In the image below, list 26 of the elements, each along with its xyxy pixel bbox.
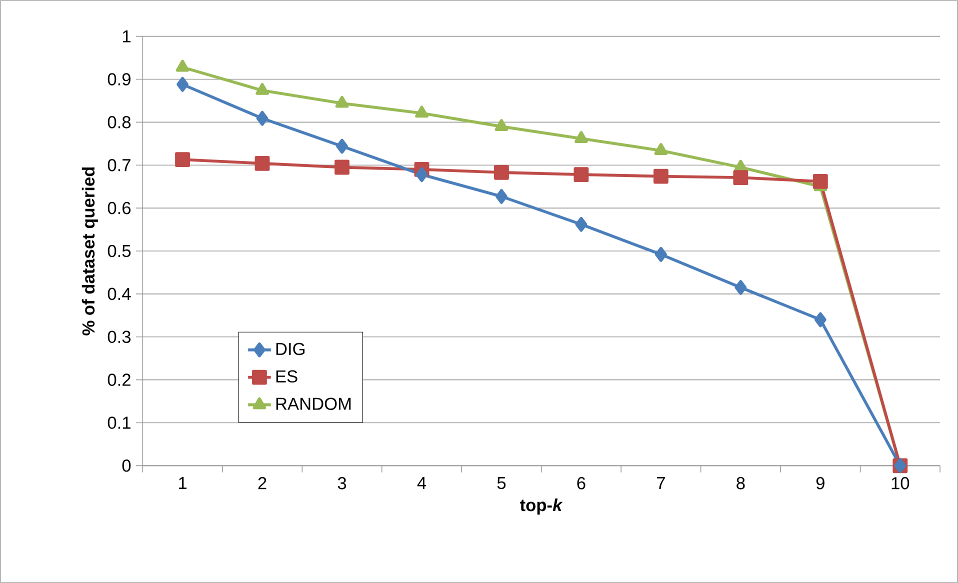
x-tick-label: 3 — [338, 477, 346, 490]
legend-label: RANDOM — [276, 398, 351, 410]
y-tick-label: 0.4 — [108, 288, 131, 300]
x-tick-label: 10 — [892, 477, 910, 490]
y-tick-label: 0.6 — [108, 202, 131, 214]
x-tick-label: 9 — [816, 477, 824, 490]
x-tick-label: 6 — [577, 477, 586, 490]
y-tick-label: 1 — [122, 30, 130, 42]
y-tick-label: 0.8 — [108, 116, 131, 128]
x-tick-label: 1 — [179, 477, 187, 489]
y-tick-label: 0.3 — [108, 330, 131, 343]
y-axis-title: % of dataset queried — [82, 167, 98, 336]
x-tick-label: 7 — [657, 477, 665, 489]
x-tick-label: 2 — [258, 477, 266, 490]
y-tick-label: 0.2 — [108, 374, 130, 386]
x-tick-label: 4 — [417, 477, 426, 489]
legend-label: DIG — [276, 342, 304, 356]
legend-label: ES — [276, 370, 298, 383]
x-tick-label: 5 — [497, 477, 506, 490]
y-tick-label: 0.9 — [108, 73, 130, 86]
y-tick-label: 0.5 — [108, 244, 131, 258]
x-tick-label: 8 — [736, 477, 745, 490]
y-tick-label: 0.1 — [108, 416, 130, 429]
y-tick-label: 0.7 — [108, 158, 130, 172]
x-axis-title: top-k — [520, 498, 563, 515]
y-tick-label: 0 — [122, 460, 131, 472]
